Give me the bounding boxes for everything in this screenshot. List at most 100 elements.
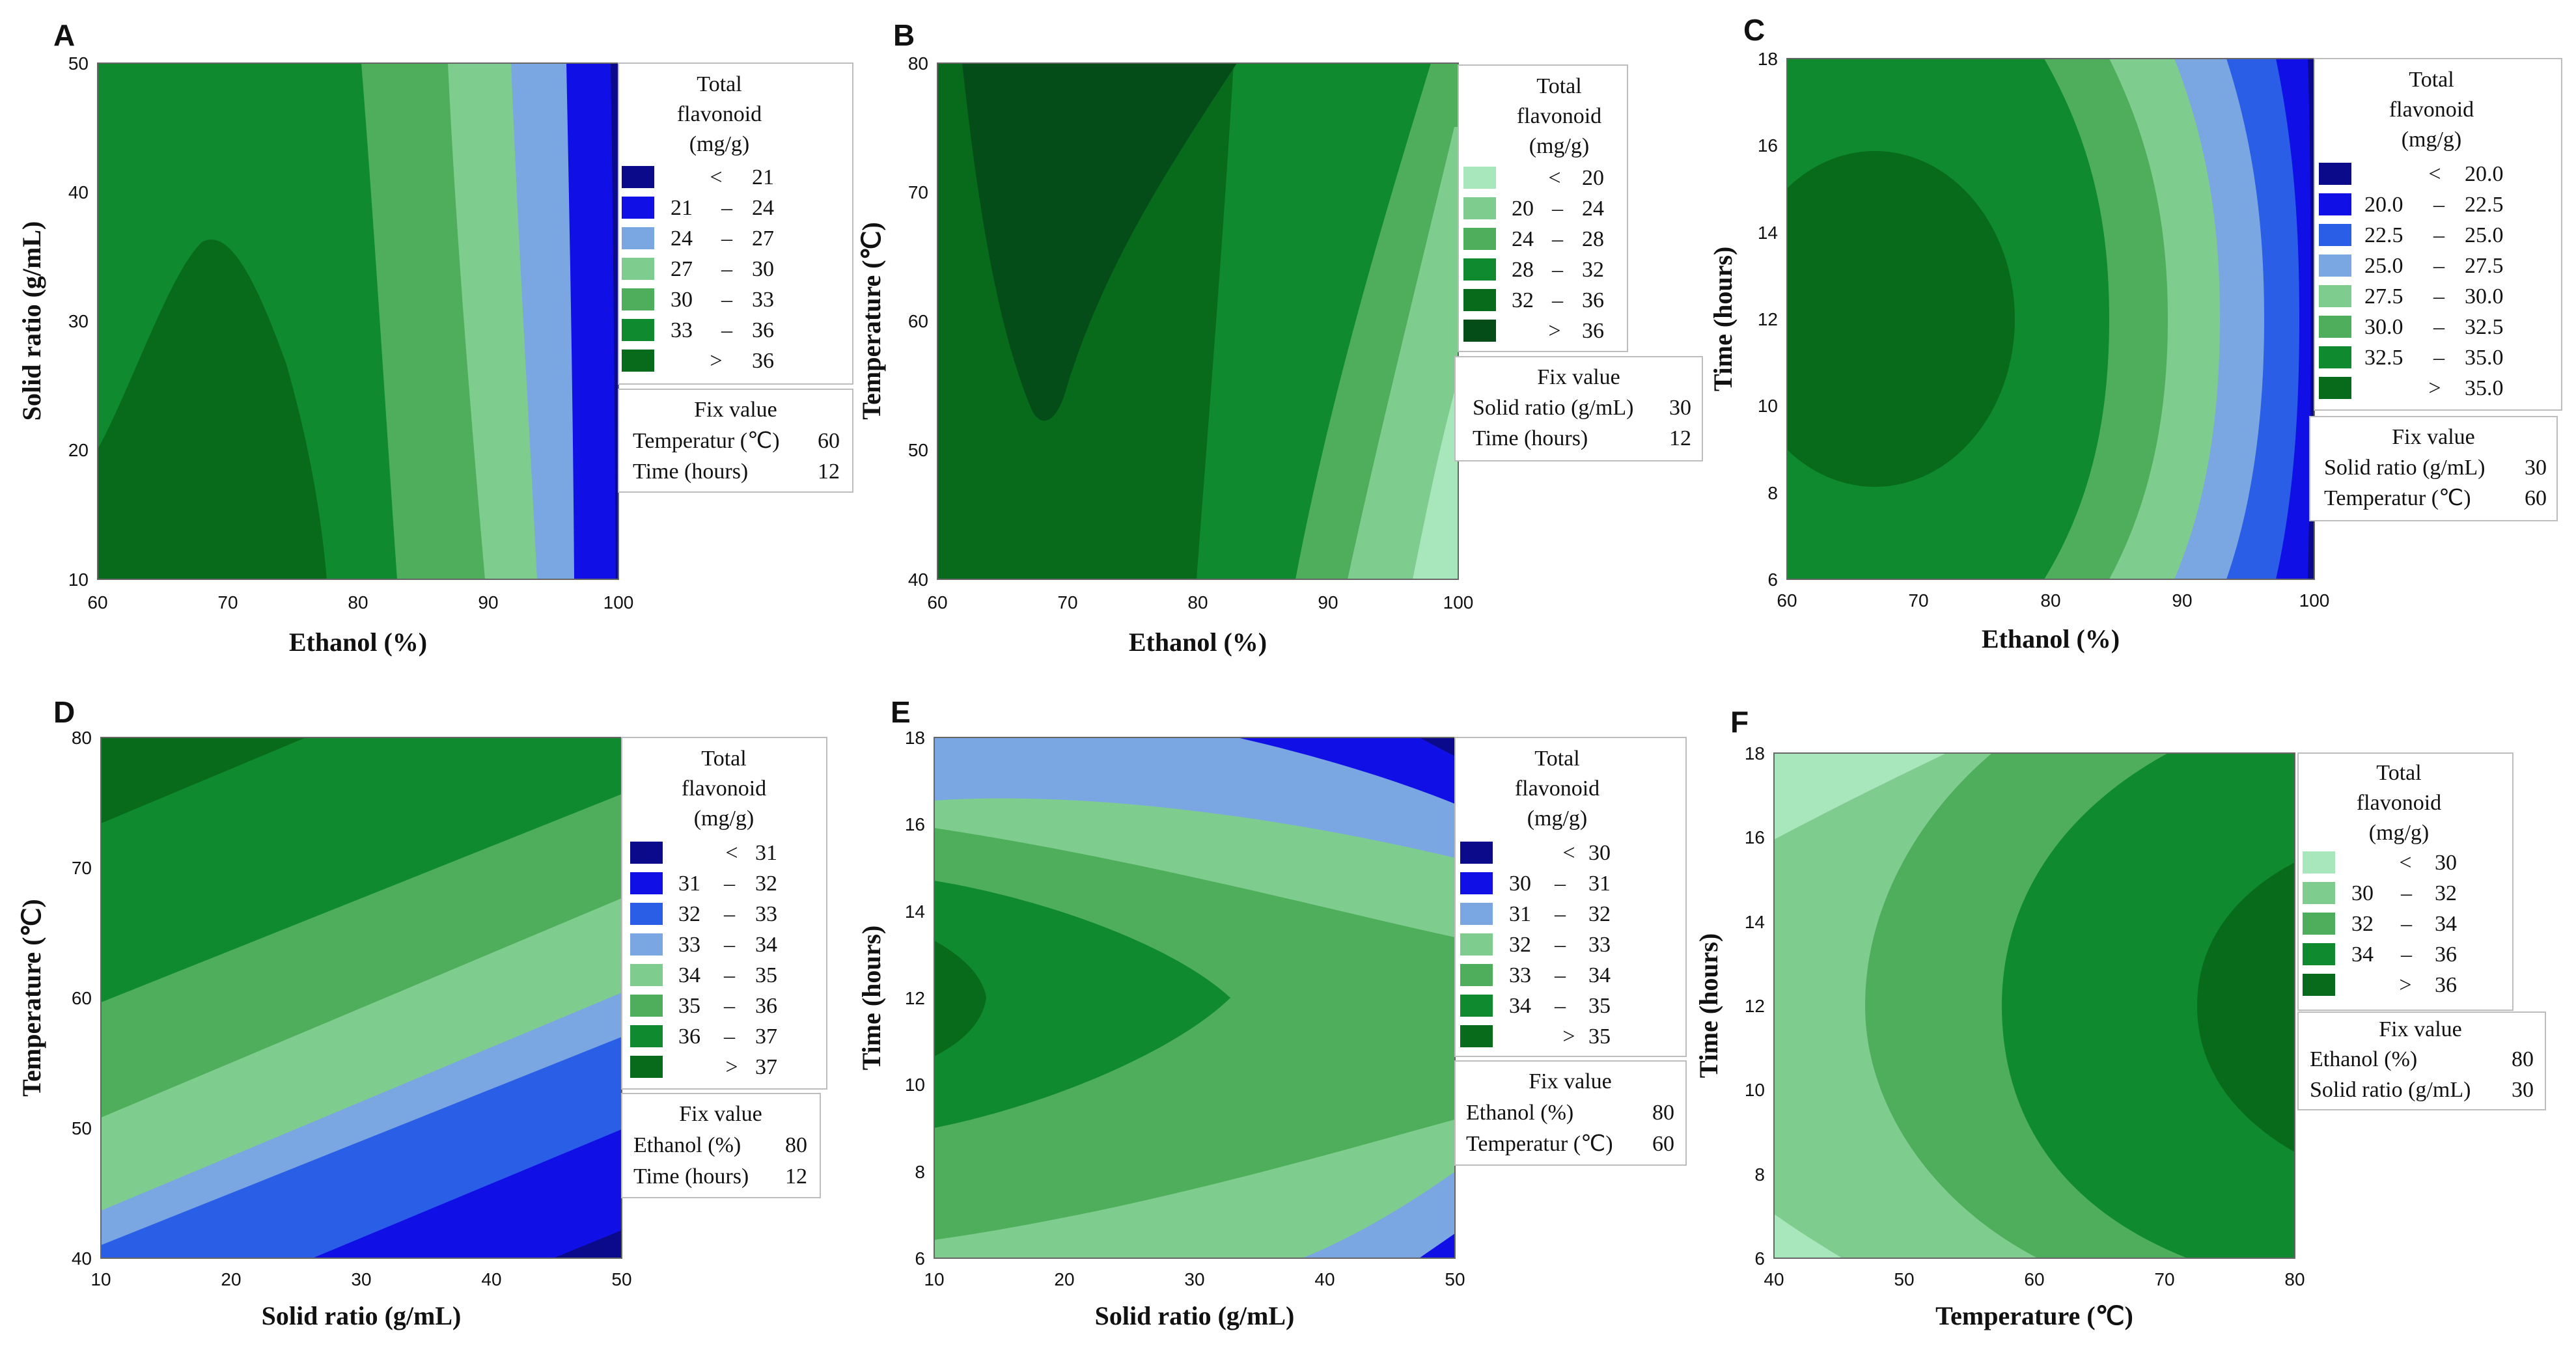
panel-c-fixvalue-value: 30 [2525, 456, 2547, 480]
panel-b-legend-hi: 36 [1582, 288, 1604, 312]
panel-f-legend-swatch [2303, 851, 2335, 873]
panel-c-legend-swatch [2319, 254, 2351, 277]
panel-b-region-lt20 [1413, 378, 1458, 579]
panel-d-fixvalue-name: Time (hours) [633, 1164, 749, 1189]
panel-b-ticks: 60 70 80 90 100 40 50 60 70 80 [908, 53, 1474, 612]
panel-f-fixvalue-name: Solid ratio (g/mL) [2310, 1078, 2471, 1102]
panel-e-fixvalue-name: Ethanol (%) [1466, 1101, 1573, 1125]
panel-c-xtick: 90 [2172, 590, 2192, 611]
panel-e-ytick: 8 [915, 1162, 925, 1182]
panel-c-legend-title: (mg/g) [2402, 128, 2462, 152]
panel-e-legend-lo: 34 [1509, 994, 1531, 1018]
panel-f-ytick: 8 [1754, 1164, 1765, 1185]
panel-a-legend-hi: 36 [752, 318, 774, 342]
panel-f-fixvalue-value: 30 [2512, 1078, 2534, 1102]
panel-e: E 10 20 30 40 50 6 8 10 12 14 16 18 Soli… [857, 695, 1687, 1330]
panel-b-legend-hi: 24 [1582, 197, 1604, 221]
panel-f-legend-lo: > [2399, 973, 2411, 997]
panel-d-region-lt31 [553, 1230, 622, 1258]
panel-b-region-gt36 [962, 63, 1237, 421]
panel-b-contours [937, 63, 1458, 579]
panel-e-legend-title: Total [1534, 747, 1579, 771]
panel-e-legend-dash: – [1554, 963, 1566, 987]
panel-d-legend-lo: > [725, 1055, 738, 1079]
panel-c-legend-dash: – [2433, 315, 2445, 339]
panel-f-legend-lo: 30 [2351, 881, 2374, 905]
panel-d-legend-hi: 32 [755, 872, 777, 896]
panel-f-legend-lo: 34 [2351, 942, 2374, 967]
panel-d-fixvalue-value: 12 [785, 1164, 807, 1189]
panel-b-legend-hi: 20 [1582, 166, 1604, 190]
panel-e-xlabel: Solid ratio (g/mL) [1095, 1301, 1295, 1330]
panel-e-fixvalue: Fix value Ethanol (%) 80 Temperatur (℃) … [1454, 1060, 1687, 1166]
panel-e-legend-lo: 33 [1509, 963, 1531, 987]
panel-b-legend-title: (mg/g) [1529, 134, 1590, 158]
panel-b-ytick: 60 [908, 311, 928, 331]
panel-b-legend-swatch [1463, 289, 1496, 311]
panel-a-xtick: 90 [478, 592, 498, 612]
panel-f-legend-hi: 36 [2435, 973, 2457, 997]
panel-a-ticks: 60 70 80 90 100 10 20 30 40 50 [68, 53, 634, 612]
panel-e-legend-entry: 34 – 35 [1460, 994, 1611, 1018]
panel-a-ytick: 50 [68, 53, 89, 74]
panel-c-legend: Total flavonoid (mg/g) < 20.0 20.0 – 22.… [2314, 58, 2562, 411]
panel-b-legend-lo: 28 [1512, 258, 1534, 282]
panel-c-legend-entry: 22.5 – 25.0 [2319, 223, 2504, 247]
panel-e-xtick: 50 [1445, 1269, 1465, 1289]
panel-e-fixvalue-value: 80 [1652, 1101, 1674, 1125]
panel-c-legend-entry: 27.5 – 30.0 [2319, 284, 2504, 309]
panel-f-legend-lo: < [2399, 851, 2411, 875]
panel-b-legend-swatch [1463, 258, 1496, 281]
panel-f-plot-frame [1773, 752, 2295, 1259]
panel-b-legend-entry: 20 – 24 [1463, 197, 1604, 221]
panel-b-legend-entry: > 36 [1463, 319, 1604, 343]
panel-e-legend-lo: 30 [1509, 872, 1531, 896]
panel-f-legend-swatch [2303, 913, 2335, 935]
panel-a-legend-dash: – [721, 318, 733, 342]
panel-e-legend-entry: < 30 [1460, 841, 1611, 865]
panel-a-fixvalue-name: Temperatur (℃) [633, 429, 780, 453]
panel-a-legend-hi: 30 [752, 257, 774, 281]
panel-f-fixvalue: Fix value Ethanol (%) 80 Solid ratio (g/… [2297, 1011, 2546, 1110]
panel-d-legend-swatch [630, 995, 663, 1017]
panel-c-ytick: 8 [1767, 483, 1778, 503]
panel-d-legend-lo: 35 [678, 994, 700, 1018]
panel-c-legend-lo: 27.5 [2364, 284, 2403, 309]
panel-e-contours [934, 737, 1455, 1258]
panel-e-fixvalue-title: Fix value [1529, 1069, 1611, 1094]
panel-b-legend-title: flavonoid [1517, 104, 1601, 128]
panel-c-xtick: 60 [1777, 590, 1797, 611]
panel-e-legend-entry: 31 – 32 [1460, 902, 1611, 926]
panel-c-legend-hi: 27.5 [2465, 254, 2504, 278]
panel-a-legend-lo: > [710, 349, 722, 373]
panel-b-xtick: 80 [1187, 592, 1208, 612]
panel-c-legend-swatch [2319, 224, 2351, 246]
panel-d-legend-dash: – [723, 994, 736, 1018]
panel-c-legend-hi: 22.5 [2465, 193, 2504, 217]
panel-d-ytick: 80 [72, 728, 92, 748]
panel-e-legend-hi: 35 [1588, 1025, 1611, 1049]
panel-c-legend-entry: > 35.0 [2319, 376, 2504, 400]
panel-b: B 60 70 80 90 100 40 50 60 70 80 Ethanol… [857, 18, 1703, 657]
panel-e-fixvalue-box [1454, 1060, 1687, 1166]
panel-f-xtick: 50 [1894, 1269, 1914, 1289]
panel-f-legend-hi: 34 [2435, 912, 2457, 936]
panel-a-fixvalue-value: 12 [818, 460, 840, 484]
panel-d-legend-entry: 36 – 37 [630, 1025, 777, 1049]
panel-f-legend-hi: 30 [2435, 851, 2457, 875]
panel-f-region-lt30-top [1774, 753, 1946, 840]
panel-d-ytick: 70 [72, 858, 92, 878]
panel-d-legend-lo: 34 [678, 963, 700, 987]
panel-d-legend-entry: 32 – 33 [630, 902, 777, 926]
panel-b-legend-swatch [1463, 228, 1496, 250]
panel-c-legend-dash: – [2433, 193, 2445, 217]
panel-b-xlabel: Ethanol (%) [1129, 627, 1267, 657]
panel-d-ylabel: Temperature (℃) [17, 899, 46, 1097]
panel-d-legend-dash: – [723, 902, 736, 926]
panel-a-ytick: 40 [68, 182, 89, 202]
panel-f-fixvalue-box [2297, 1011, 2546, 1110]
panel-d-legend-swatch [630, 1025, 663, 1047]
panel-c-legend-swatch [2319, 377, 2351, 399]
panel-b-legend-entry: 24 – 28 [1463, 227, 1604, 251]
panel-c-region-gt35 [1787, 151, 2015, 487]
